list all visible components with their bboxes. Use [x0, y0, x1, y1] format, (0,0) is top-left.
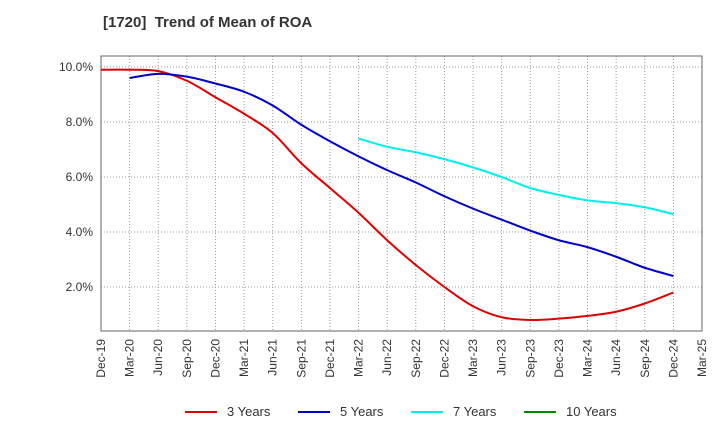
- x-tick-label: Dec-24: [666, 339, 680, 378]
- x-tick-label: Mar-22: [352, 339, 366, 377]
- legend-swatch: [185, 410, 217, 413]
- legend: 3 Years 5 Years 7 Years 10 Years: [0, 404, 720, 426]
- legend-item: 10 Years: [524, 404, 617, 419]
- x-tick-label: Dec-22: [437, 339, 451, 378]
- legend-label: 10 Years: [566, 404, 617, 419]
- x-tick-label: Dec-20: [208, 339, 222, 378]
- legend-label: 7 Years: [453, 404, 497, 419]
- legend-item: 7 Years: [411, 404, 496, 419]
- x-tick-label: Sep-22: [409, 339, 423, 378]
- legend-item: 5 Years: [298, 404, 383, 419]
- x-tick-label: Mar-25: [695, 339, 709, 377]
- x-tick-label: Jun-21: [266, 339, 280, 376]
- x-tick-label: Sep-23: [523, 339, 537, 378]
- series-line-3-years: [100, 68, 674, 322]
- legend-swatch: [524, 410, 556, 413]
- legend-swatch: [411, 410, 443, 413]
- y-tick-label: 2.0%: [66, 280, 94, 294]
- legend-swatch: [298, 410, 330, 413]
- legend-label: 3 Years: [227, 404, 271, 419]
- x-tick-label: Mar-20: [123, 339, 137, 377]
- x-tick-label: Mar-24: [581, 339, 595, 377]
- legend-item: 3 Years: [185, 404, 270, 419]
- series-line-5-years: [129, 72, 674, 277]
- x-tick-label: Dec-23: [552, 339, 566, 378]
- x-tick-label: Sep-21: [294, 339, 308, 378]
- x-tick-label: Sep-24: [638, 339, 652, 378]
- x-tick-label: Jun-23: [495, 339, 509, 376]
- legend-label: 5 Years: [340, 404, 384, 419]
- series-line-7-years: [358, 137, 674, 216]
- x-tick-label: Mar-21: [237, 339, 251, 377]
- y-tick-label: 4.0%: [66, 225, 94, 239]
- chart-title: [1720] Trend of Mean of ROA: [103, 14, 313, 31]
- x-tick-label: Jun-22: [380, 339, 394, 376]
- x-tick-label: Jun-20: [151, 339, 165, 376]
- y-tick-label: 8.0%: [66, 115, 94, 129]
- plot-area: [100, 55, 703, 332]
- line-chart: 2.0% 4.0% 6.0% 8.0% 10.0% Dec-19 Mar-20 Jun-20 S…: [59, 55, 709, 378]
- x-tick-label: Jun-24: [609, 339, 623, 376]
- x-tick-label: Mar-23: [466, 339, 480, 377]
- x-tick-label: Sep-20: [180, 339, 194, 378]
- x-tick-label: Dec-19: [94, 339, 108, 378]
- y-tick-label: 10.0%: [59, 60, 93, 74]
- x-tick-label: Dec-21: [323, 339, 337, 378]
- y-tick-label: 6.0%: [66, 170, 94, 184]
